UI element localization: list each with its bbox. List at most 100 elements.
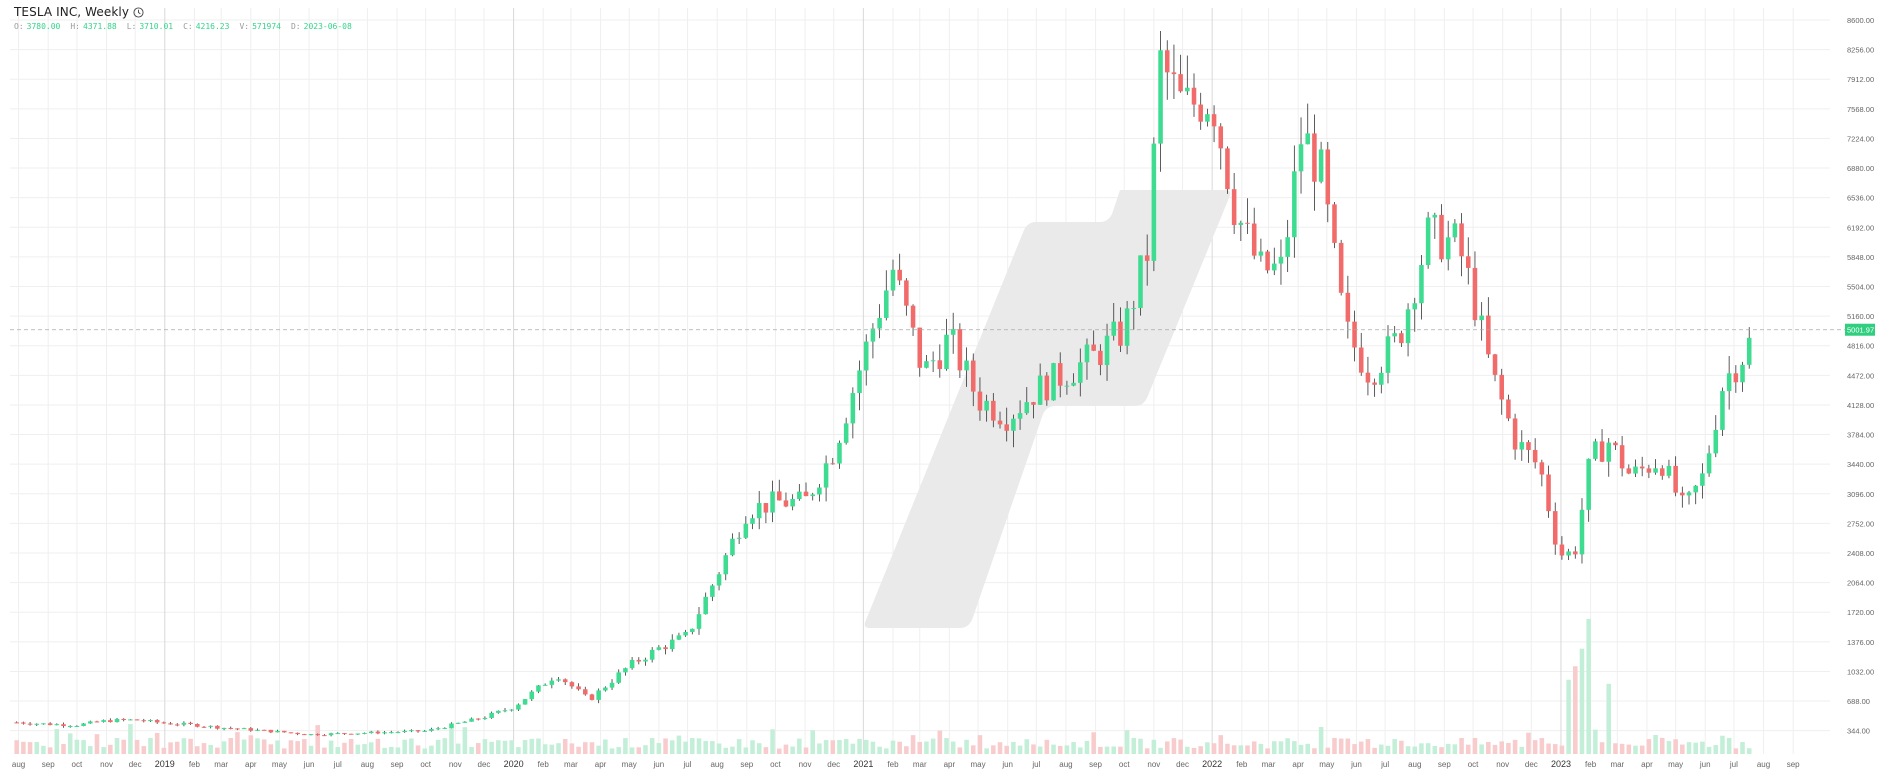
volume-bar: [128, 724, 133, 754]
time-tick-label: nov: [100, 760, 113, 769]
volume-bar: [429, 745, 434, 754]
volume-bar: [1164, 741, 1170, 754]
volume-bar: [1198, 746, 1203, 754]
volume-bar: [455, 743, 461, 754]
volume-bar: [1733, 748, 1739, 754]
volume-bar: [355, 744, 361, 754]
candle-body: [1385, 336, 1391, 373]
volume-bar: [1686, 742, 1692, 754]
volume-bar: [1292, 741, 1297, 754]
candle-body: [261, 729, 267, 731]
candle-body: [1680, 492, 1685, 496]
candle-body: [435, 728, 441, 730]
volume-bar: [1459, 737, 1464, 754]
candle-body: [897, 269, 902, 281]
price-tick-label: 4128.00: [1847, 401, 1874, 410]
volume-bar: [1532, 740, 1538, 754]
volume-bar: [1606, 683, 1612, 754]
volume-bar: [616, 747, 622, 754]
volume-bar: [1191, 747, 1197, 754]
volume-bar: [1211, 743, 1217, 754]
volume-bar: [208, 744, 213, 754]
candle-body: [1372, 382, 1377, 385]
volume-bar: [1365, 739, 1371, 754]
candle-body: [516, 704, 521, 710]
candle-body: [215, 725, 220, 729]
time-tick-label: 2020: [504, 759, 524, 769]
candle-body: [583, 689, 588, 695]
volume-bar: [1205, 742, 1210, 754]
volume-bar: [14, 740, 19, 754]
candle-body: [629, 659, 635, 669]
candle-body: [375, 731, 381, 734]
candle-body: [910, 305, 916, 328]
time-tick-label: may: [970, 760, 985, 769]
price-tick-label: 688.00: [1847, 697, 1870, 706]
volume-bar: [215, 747, 220, 754]
candle-body: [368, 731, 374, 733]
symbol-title[interactable]: TESLA INC, Weekly: [14, 5, 130, 19]
time-tick-label: dec: [129, 760, 142, 769]
last-price-tag: [1845, 323, 1875, 336]
candle-body: [255, 729, 260, 731]
volume-bar: [1138, 738, 1143, 754]
candle-body: [101, 720, 106, 722]
candle-body: [843, 423, 849, 443]
candle-body: [1546, 474, 1551, 512]
candle-body: [1225, 148, 1230, 190]
candle-body: [201, 726, 207, 728]
time-tick-label: sep: [42, 760, 55, 769]
price-tick-label: 4816.00: [1847, 342, 1874, 351]
volume-bar: [268, 744, 274, 754]
time-tick-label: oct: [770, 760, 781, 769]
candle-body: [161, 722, 167, 724]
volume-bar: [1713, 745, 1719, 754]
volume-bar: [1700, 741, 1705, 754]
price-tick-label: 5848.00: [1847, 253, 1874, 262]
candle-body: [690, 628, 695, 632]
candle-body: [1332, 204, 1337, 243]
candle-body: [1726, 373, 1732, 392]
candle-body: [1399, 333, 1404, 344]
volume-bar: [1419, 743, 1424, 754]
clock-icon[interactable]: [133, 6, 144, 18]
volume-bar: [1098, 746, 1103, 754]
volume-bar: [181, 738, 187, 754]
price-tick-label: 8600.00: [1847, 16, 1874, 25]
volume-bar: [1465, 744, 1471, 754]
volume-bar: [462, 727, 468, 754]
volume-bar: [649, 738, 655, 754]
candle-body: [683, 631, 688, 636]
volume-bar: [1559, 745, 1565, 754]
volume-bar: [636, 747, 642, 754]
volume-bar: [154, 732, 160, 754]
candle-body: [1171, 72, 1177, 75]
volume-bar: [1599, 742, 1605, 754]
volume-bar: [837, 739, 842, 754]
price-tick-label: 3096.00: [1847, 490, 1874, 499]
volume-bar: [750, 740, 755, 754]
candle-body: [389, 732, 394, 734]
candle-body: [188, 722, 193, 724]
candle-body: [1706, 453, 1712, 474]
volume-bar: [228, 738, 234, 754]
volume-bar: [1084, 740, 1090, 754]
volume-bar: [1352, 744, 1357, 754]
candle-body: [576, 686, 581, 690]
candle-body: [81, 723, 86, 726]
candle-body: [1412, 303, 1418, 310]
candle-body: [1258, 251, 1264, 256]
candle-body: [1506, 399, 1511, 419]
volume-bar: [108, 744, 113, 754]
time-tick-label: mar: [1610, 760, 1624, 769]
time-axis: aug sep oct nov dec 2019 feb mar apr may jun jul aug…: [12, 759, 1800, 769]
candle-body: [1024, 402, 1030, 414]
candle-body: [449, 723, 454, 728]
candle-body: [1312, 133, 1317, 182]
time-tick-label: oct: [420, 760, 431, 769]
price-tick-label: 6880.00: [1847, 164, 1874, 173]
candle-body: [1064, 385, 1070, 387]
volume-bar: [669, 740, 675, 754]
